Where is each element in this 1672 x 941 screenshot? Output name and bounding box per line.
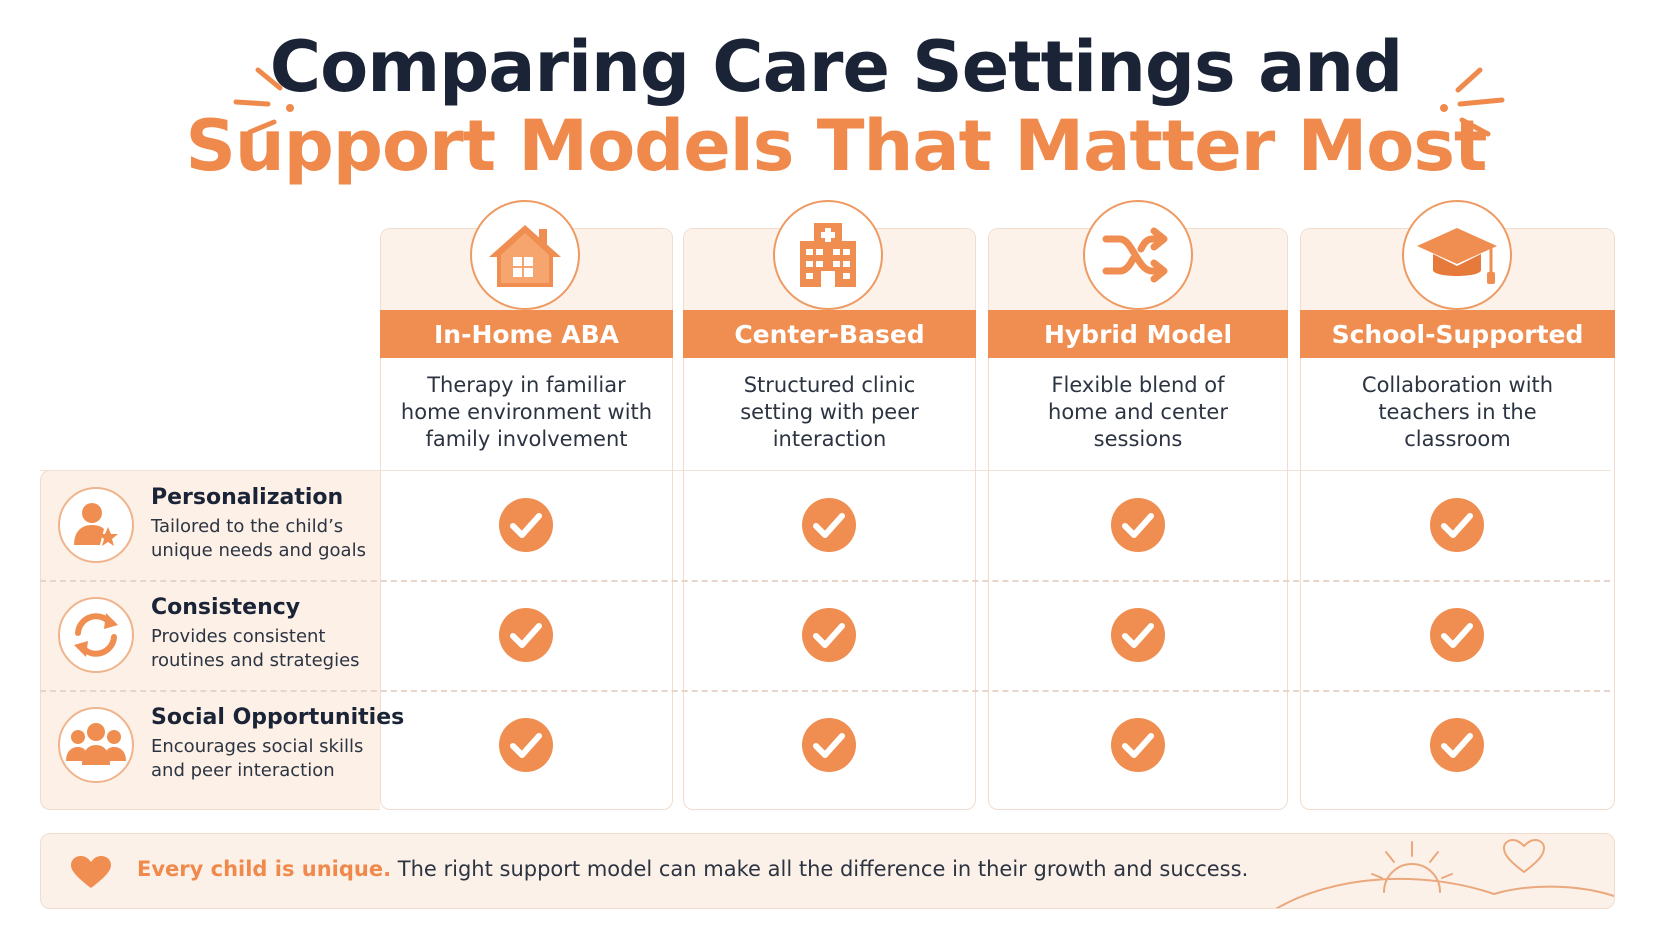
- check-icon: [802, 498, 856, 552]
- graduation-cap-icon: [1417, 228, 1497, 284]
- feature-title: Consistency: [151, 595, 301, 620]
- column-header-center-based: Center-Based: [683, 310, 976, 358]
- check-icon: [499, 718, 553, 772]
- row-divider: [40, 580, 1610, 582]
- feature-title: Social Opportunities: [151, 705, 405, 730]
- refresh-icon: [74, 613, 118, 657]
- feature-icon-social: [58, 707, 134, 783]
- feature-row-social: Social Opportunities Encourages social s…: [40, 690, 404, 800]
- sparkle-burst-right-icon: [1440, 67, 1505, 137]
- column-icon-school: [1402, 200, 1512, 310]
- page-title-line-1: Comparing Care Settings and: [269, 26, 1404, 108]
- row-divider: [40, 470, 1610, 471]
- check-icon: [1430, 608, 1484, 662]
- column-description-center-based: Structured clinic setting with peer inte…: [740, 373, 919, 451]
- check-icon: [499, 608, 553, 662]
- row-divider: [40, 690, 1610, 692]
- feature-description: Provides consistent routines and strateg…: [151, 626, 360, 671]
- footer-text: The right support model can make all the…: [391, 857, 1249, 881]
- feature-icon-consistency: [58, 597, 134, 673]
- feature-title: Personalization: [151, 485, 344, 510]
- sparkle-burst-left-icon: [233, 67, 294, 135]
- building-icon: [800, 223, 856, 287]
- footer-emphasis: Every child is unique.: [137, 857, 392, 881]
- column-header-in-home: In-Home ABA: [380, 310, 673, 358]
- heart-icon: [71, 856, 111, 888]
- column-icon-center-based: [773, 200, 883, 310]
- column-description-hybrid: Flexible blend of home and center sessio…: [1048, 373, 1228, 451]
- footer-message: Every child is unique. The right support…: [137, 857, 1248, 881]
- shuffle-icon: [1102, 227, 1168, 283]
- feature-icon-personalization: [58, 487, 134, 563]
- feature-description: Tailored to the child’s unique needs and…: [151, 516, 366, 561]
- person-star-icon: [74, 503, 118, 546]
- check-icon: [499, 498, 553, 552]
- feature-description: Encourages social skills and peer intera…: [151, 736, 364, 781]
- column-icon-hybrid: [1083, 200, 1193, 310]
- check-icon: [1430, 718, 1484, 772]
- sunrise-hills-icon: [1275, 838, 1614, 908]
- footer-banner: Every child is unique. The right support…: [40, 833, 1615, 909]
- check-icon: [802, 718, 856, 772]
- column-description-school: Collaboration with teachers in the class…: [1361, 373, 1554, 451]
- column-header-school: School-Supported: [1300, 310, 1615, 358]
- page-title-line-2: Support Models That Matter Most: [185, 105, 1488, 187]
- house-icon: [489, 225, 561, 287]
- check-icon: [1111, 718, 1165, 772]
- check-icon: [802, 608, 856, 662]
- column-icon-in-home: [470, 200, 580, 310]
- check-icon: [1111, 498, 1165, 552]
- column-description-in-home: Therapy in familiar home environment wit…: [400, 373, 653, 451]
- column-header-hybrid: Hybrid Model: [988, 310, 1288, 358]
- check-icon: [1430, 498, 1484, 552]
- feature-row-personalization: Personalization Tailored to the child’s …: [40, 470, 380, 580]
- group-icon: [66, 723, 126, 765]
- feature-row-consistency: Consistency Provides consistent routines…: [40, 580, 380, 690]
- check-icon: [1111, 608, 1165, 662]
